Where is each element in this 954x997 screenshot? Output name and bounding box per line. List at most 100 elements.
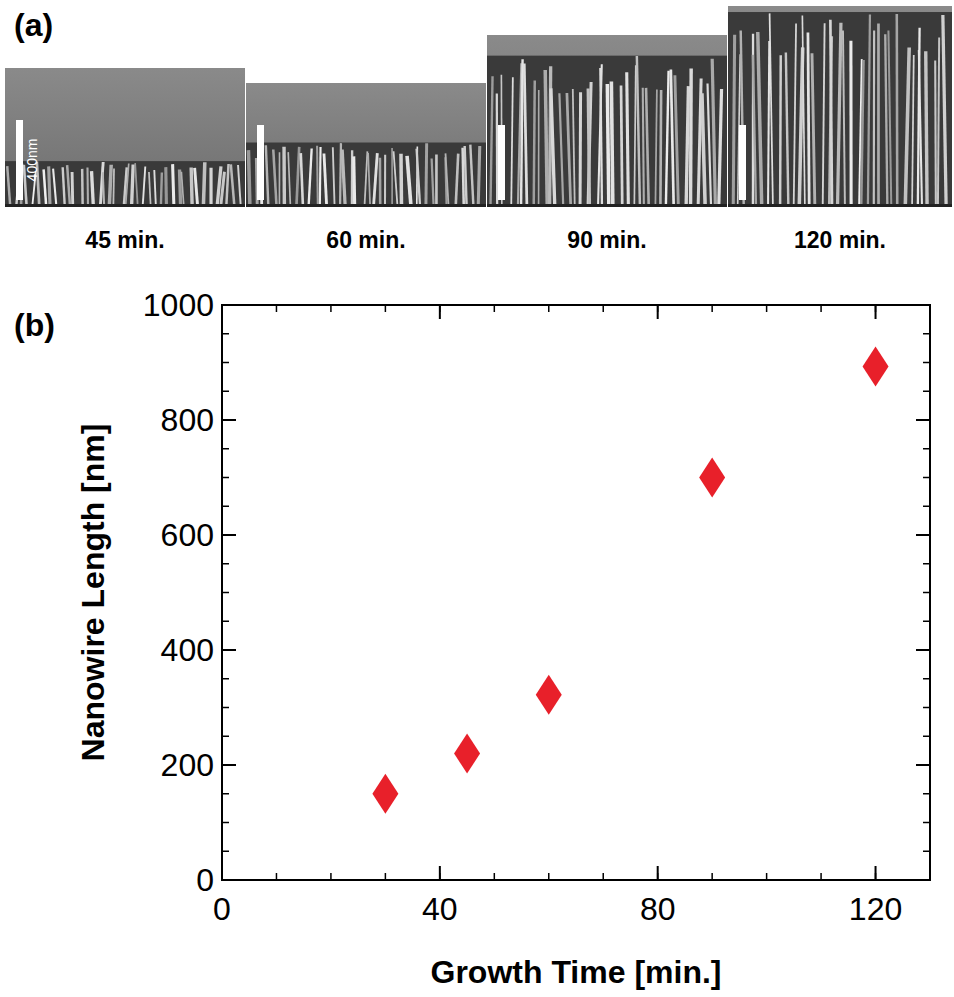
minor-tick (222, 506, 229, 508)
minor-tick (494, 873, 496, 880)
y-tick (222, 304, 236, 306)
panel-label: (a) (14, 7, 53, 43)
scale-bar (739, 125, 746, 200)
y-tick (916, 534, 930, 536)
y-tick-label: 1000 (143, 287, 214, 323)
y-tick (222, 419, 236, 421)
nanowire (143, 166, 146, 207)
minor-tick (222, 592, 229, 594)
nanowire (209, 168, 212, 207)
nanowire (279, 152, 281, 207)
x-axis-title: Growth Time [min.] (431, 954, 722, 990)
minor-tick (222, 477, 229, 479)
nanowire (164, 167, 168, 207)
minor-tick (923, 362, 930, 364)
nanowire (432, 158, 434, 207)
nanowire (646, 88, 649, 207)
nanowire (181, 172, 184, 207)
nanowire (231, 164, 235, 207)
image-caption: 60 min. (326, 227, 405, 253)
nanowire (779, 55, 782, 207)
nanowire (154, 170, 156, 207)
nanowire (873, 31, 876, 207)
nanowire (364, 151, 367, 207)
nanowire (63, 167, 65, 207)
minor-tick (385, 873, 387, 880)
nanowire (733, 35, 734, 207)
y-tick (222, 764, 236, 766)
x-tick (875, 866, 877, 880)
nanowire (309, 149, 312, 207)
nanowire (938, 38, 939, 207)
sem-image (246, 83, 486, 207)
panel-label: (b) (14, 307, 55, 343)
nanowire (666, 71, 669, 207)
minor-tick (923, 391, 930, 393)
nanowire (435, 155, 438, 207)
nanowire (53, 169, 56, 207)
nanowire (896, 14, 899, 207)
nanowire (511, 77, 513, 207)
nanowire (296, 147, 299, 207)
nanowire (445, 153, 448, 207)
nanowire (67, 165, 70, 207)
sem-background (487, 35, 727, 207)
nanowire (600, 68, 602, 207)
minor-tick (923, 563, 930, 565)
nanowire (368, 153, 370, 207)
nanowire (180, 170, 181, 207)
minor-tick (276, 305, 278, 312)
minor-tick (923, 592, 930, 594)
nanowire (659, 90, 662, 207)
scale-bar (16, 120, 23, 200)
minor-tick (222, 793, 229, 795)
x-tick-label: 40 (422, 891, 458, 927)
nanowire (173, 164, 174, 207)
nanowire (919, 50, 922, 207)
wire-layer (246, 143, 486, 207)
nanowire (926, 51, 927, 207)
minor-tick (711, 305, 713, 312)
nanowire (135, 163, 138, 207)
nanowire (786, 53, 789, 207)
nanowire (712, 59, 715, 207)
nanowire (126, 164, 129, 207)
minor-tick (820, 305, 822, 312)
x-tick-label: 0 (213, 891, 231, 927)
x-tick (657, 866, 659, 880)
nanowire (888, 31, 891, 207)
nanowire (399, 154, 403, 207)
nanowire (843, 30, 845, 207)
minor-tick (820, 873, 822, 880)
nanowire (478, 146, 480, 207)
minor-tick (222, 333, 229, 335)
nanowire (611, 82, 612, 207)
nanowire (823, 23, 825, 207)
y-tick (222, 649, 236, 651)
minor-tick (222, 822, 229, 824)
x-tick (221, 305, 223, 319)
nanowire (607, 84, 609, 207)
nanowire (770, 13, 773, 207)
minor-tick (276, 873, 278, 880)
nanowire (637, 56, 640, 207)
nanowire (885, 34, 887, 207)
substrate (728, 204, 952, 207)
minor-tick (385, 305, 387, 312)
nanowire (588, 89, 589, 207)
nanowire (655, 90, 656, 207)
minor-tick (222, 362, 229, 364)
minor-tick (222, 851, 229, 853)
nanowire (534, 80, 535, 207)
nanowire (417, 149, 420, 207)
data-point (536, 675, 562, 715)
minor-tick (766, 873, 768, 880)
minor-tick (923, 333, 930, 335)
minor-tick (923, 822, 930, 824)
nanowire (719, 89, 722, 207)
nanowire (319, 147, 322, 207)
minor-tick (330, 873, 332, 880)
nanowire (621, 86, 622, 207)
sem-image (728, 6, 952, 207)
data-point (454, 734, 480, 774)
